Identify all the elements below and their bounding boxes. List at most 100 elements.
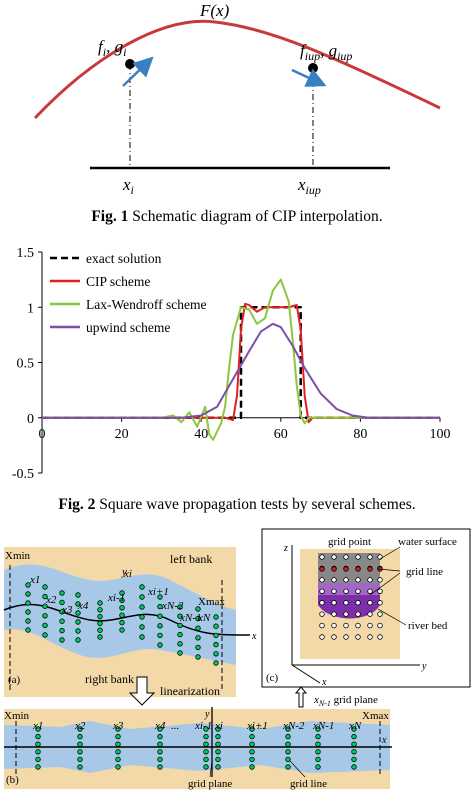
grid-point [351, 741, 357, 747]
grid-point [157, 613, 163, 619]
grid-point [139, 594, 145, 600]
grid-point [195, 625, 201, 631]
grid-point [249, 749, 255, 755]
grid-point [319, 634, 325, 640]
grid-point [157, 726, 163, 732]
grid-point [35, 756, 41, 763]
y-a: y [121, 566, 127, 578]
grid-point [367, 554, 373, 560]
grid-point [343, 554, 349, 560]
grid-point [213, 623, 219, 629]
y-tick-label: 0.5 [17, 357, 35, 372]
grid-point [77, 756, 83, 763]
label-b-11: xN [348, 720, 362, 732]
grid-point [75, 637, 81, 643]
grid-point [355, 634, 361, 640]
svg-text:y: y [204, 709, 210, 720]
grid-point [42, 613, 48, 619]
grid-point [177, 604, 183, 610]
left-point [125, 59, 135, 69]
grid-point [42, 593, 48, 600]
x-right-label: xiup [297, 175, 321, 197]
label-a-1: x2 [45, 594, 57, 606]
grid-point [195, 644, 201, 651]
grid-point [351, 749, 357, 755]
grid-point [157, 756, 163, 763]
grid-point [77, 733, 83, 740]
chart-legend: exact solution CIP scheme Lax-Wendroff sch… [50, 251, 207, 335]
grid-point [59, 599, 65, 606]
surface-point [343, 566, 349, 572]
grid-point [59, 627, 65, 634]
grid-point [97, 627, 103, 633]
grid-point [203, 764, 209, 770]
grid-point [215, 733, 221, 740]
fig1-diagram: F(x) fi, gi fiup, giup xi xiup [33, 1, 441, 197]
x-tick-label: 60 [274, 427, 288, 442]
grid-point [315, 764, 321, 770]
svg-text:y: y [421, 661, 427, 672]
grid-point [195, 635, 201, 641]
grid-point [351, 756, 357, 763]
fig2-chart: 1.5 1 0.5 0 -0.5 0 20 40 60 80 100 exact solution CI… [12, 246, 451, 482]
grid-point [367, 634, 373, 640]
grid-point [25, 627, 31, 633]
xmax-b: Xmax [362, 710, 389, 722]
x-left-label: xi [122, 175, 134, 197]
y-tick-label: -0.5 [12, 467, 34, 482]
grid-point [351, 733, 357, 740]
y-tick-label: 1 [27, 301, 34, 316]
grid-point [331, 588, 337, 594]
grid-point [35, 741, 41, 747]
grid-point [343, 611, 349, 617]
grid-point [343, 588, 349, 594]
grid-point [203, 756, 209, 763]
grid-point [249, 726, 255, 732]
grid-point [343, 600, 349, 606]
grid-point [75, 610, 81, 616]
grid-point [249, 756, 255, 763]
grid-point [343, 622, 349, 629]
grid-point [331, 622, 337, 629]
grid-point [203, 749, 209, 755]
grid-point [97, 613, 103, 620]
label-a-5: xi [123, 568, 132, 580]
svg-text:x: x [251, 631, 257, 642]
grid-point [59, 618, 65, 624]
grid-point [249, 764, 255, 770]
fx-label: F(x) [199, 1, 230, 20]
right-gradient-arrow [291, 68, 327, 87]
grid-point [377, 622, 383, 629]
left-bank: left bank [170, 552, 212, 566]
y-tick-label: 1.5 [17, 246, 35, 261]
x-tick-label: 100 [430, 427, 451, 442]
label-a-6: xi+1 [147, 586, 169, 598]
grid-point [331, 611, 337, 617]
label-b-2: x3 [112, 720, 124, 732]
fig3-diagram: x Xmin Xmax left bank right bank y (a) x… [3, 528, 471, 790]
grid-point [115, 726, 121, 732]
fig1-caption: Fig. 1 Schematic diagram of CIP interpol… [91, 208, 383, 225]
label-b-6: xi [214, 720, 223, 732]
grid-point [195, 654, 201, 660]
grid-point [213, 651, 219, 657]
grid-point [213, 614, 219, 620]
grid-point [285, 733, 291, 740]
surface-point [319, 566, 325, 572]
centerline-a [3, 603, 251, 636]
grid-point [319, 611, 325, 617]
grid-point [35, 764, 41, 770]
surface-point [355, 566, 361, 572]
label-b-10: xN-1 [312, 720, 334, 732]
grid-point [115, 741, 121, 747]
grid-point [203, 733, 209, 740]
grid-point [215, 741, 221, 747]
grid-point [177, 641, 183, 647]
xmin-a: Xmin [5, 550, 31, 562]
grid-point [139, 584, 145, 590]
grid-point [75, 619, 81, 625]
label-b-3: x4 [154, 720, 166, 732]
x-tick-label: 40 [194, 427, 208, 442]
grid-point [77, 764, 83, 770]
grid-point [315, 749, 321, 755]
